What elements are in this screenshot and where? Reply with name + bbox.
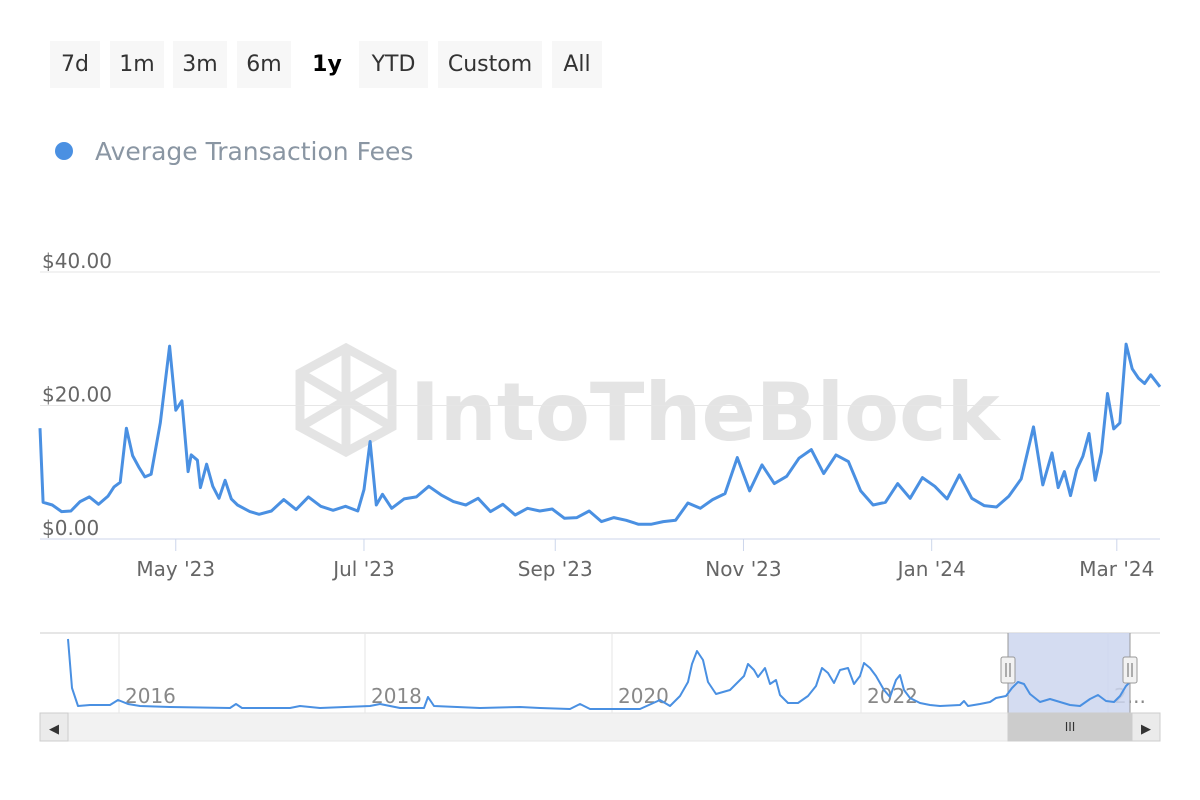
navigator-year-label: 2... (1114, 684, 1146, 708)
navigator-scrollbar[interactable]: ◀ III ▶ (39, 712, 1161, 742)
scrollbar-grip-icon: III (1065, 720, 1076, 734)
y-axis-labels: $0.00 $20.00 $40.00 (42, 249, 112, 540)
x-tick-label: Jul '23 (331, 557, 394, 581)
navigator-year-label: 2018 (371, 684, 422, 708)
navigator-series-line (67, 638, 1131, 710)
watermark-text: IntoTheBlock (410, 366, 1001, 459)
navigator-year-gridlines (118, 633, 1109, 713)
navigator-selected-range[interactable] (1008, 633, 1130, 713)
chart-legend[interactable]: Average Transaction Fees (55, 135, 413, 167)
scroll-right-arrow-icon: ▶ (1141, 722, 1151, 737)
scroll-left-button[interactable] (39, 712, 69, 742)
range-button-6m[interactable]: 6m (237, 41, 291, 88)
navigator-left-handle[interactable] (1000, 656, 1016, 684)
y-tick-label: $0.00 (42, 516, 99, 540)
watermark-logo-icon (295, 342, 397, 458)
series-line-average-transaction-fees[interactable] (38, 342, 1162, 526)
range-button-1m[interactable]: 1m (110, 41, 164, 88)
navigator[interactable]: 2016 2018 2020 2022 2... (40, 632, 1160, 713)
y-tick-label: $40.00 (42, 249, 112, 273)
legend-label: Average Transaction Fees (95, 136, 414, 166)
x-tick-label: Sep '23 (518, 557, 593, 581)
scroll-right-button[interactable] (1131, 712, 1161, 742)
x-axis-labels: May '23 Jul '23 Sep '23 Nov '23 Jan '24 Mar '… (136, 539, 1154, 581)
scrollbar-track[interactable] (39, 712, 1161, 742)
x-tick-label: Nov '23 (705, 557, 781, 581)
range-button-3m[interactable]: 3m (173, 41, 227, 88)
y-tick-label: $20.00 (42, 383, 112, 407)
range-button-1y[interactable]: 1y (300, 41, 354, 88)
grid-lines (40, 271, 1160, 406)
scrollbar-thumb[interactable] (1007, 712, 1133, 742)
x-tick-label: Jan '24 (896, 557, 966, 581)
navigator-right-handle[interactable] (1122, 656, 1138, 684)
scroll-left-arrow-icon: ◀ (49, 722, 59, 737)
watermark: IntoTheBlock (295, 342, 1001, 459)
x-tick-label: May '23 (136, 557, 215, 581)
navigator-year-label: 2022 (867, 684, 918, 708)
range-button-7d[interactable]: 7d (50, 41, 100, 88)
x-tick-label: Mar '24 (1079, 557, 1154, 581)
range-button-custom[interactable]: Custom (438, 41, 542, 88)
legend-marker (55, 142, 73, 160)
range-button-all[interactable]: All (552, 41, 602, 88)
navigator-year-label: 2016 (125, 684, 176, 708)
navigator-frame (40, 633, 1160, 713)
navigator-year-label: 2020 (618, 684, 669, 708)
range-button-ytd[interactable]: YTD (359, 41, 428, 88)
navigator-year-labels: 2016 2018 2020 2022 2... (125, 684, 1146, 708)
